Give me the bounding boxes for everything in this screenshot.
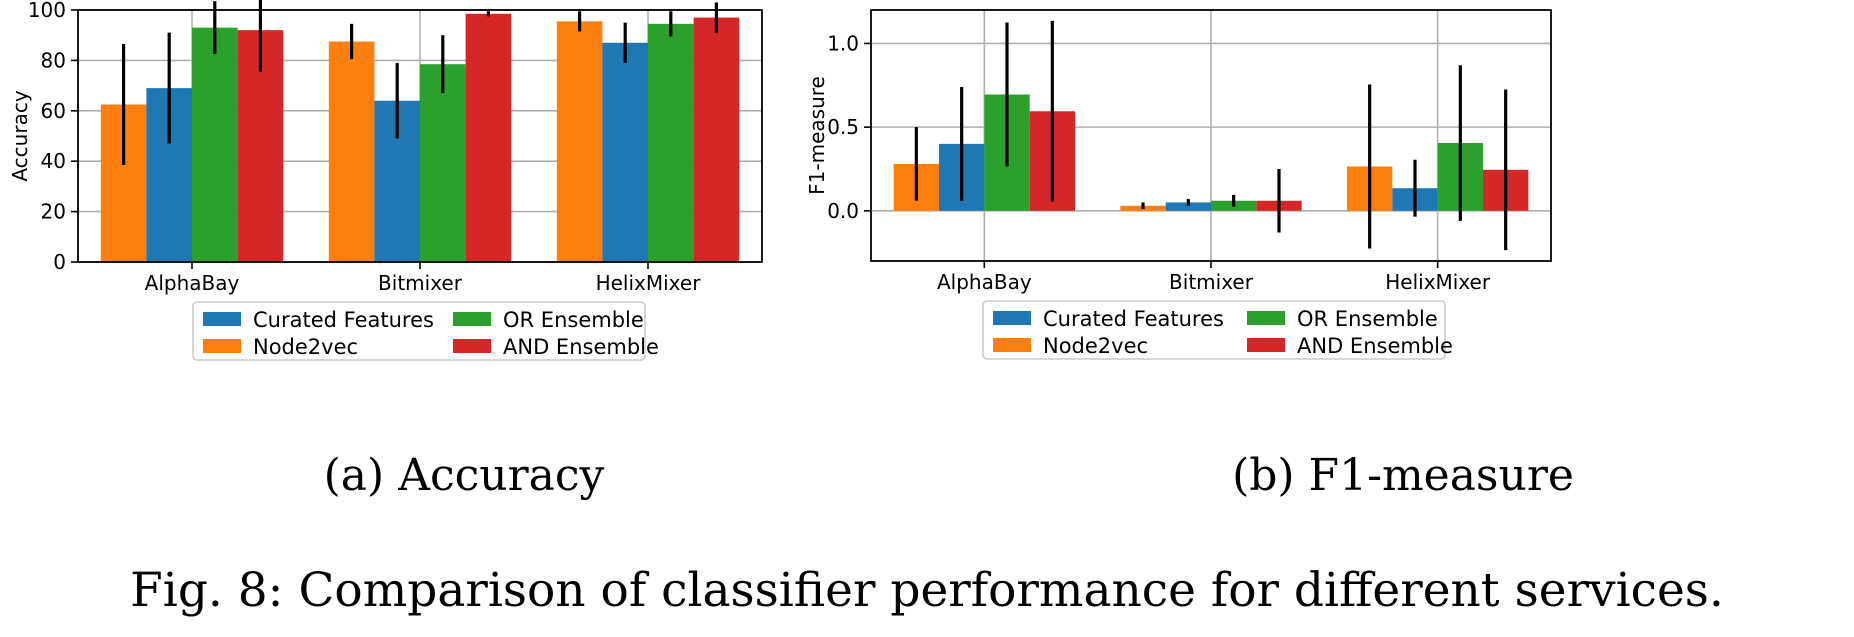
y-axis-label: F1-measure	[805, 76, 829, 195]
x-tick-label: AlphaBay	[145, 271, 240, 295]
legend-box	[982, 300, 1446, 360]
y-tick-label: 80	[41, 48, 66, 72]
y-tick-label: 40	[41, 149, 66, 173]
legend-swatch-curated-features	[203, 312, 241, 326]
x-tick-label: Bitmixer	[378, 271, 463, 295]
bar-node2vec-helixmixer	[556, 21, 603, 263]
bar-curated-features-helixmixer	[602, 42, 648, 263]
legend-label-node2vec: Node2vec	[1043, 334, 1148, 358]
legend-swatch-or-ensemble	[1247, 311, 1285, 325]
bar-node2vec-bitmixer	[328, 41, 375, 262]
legend-swatch-or-ensemble	[453, 312, 491, 326]
bar-or-ensemble-helixmixer	[648, 23, 694, 262]
accuracy-caption: (a) Accuracy	[324, 450, 605, 501]
y-tick-label: 1.0	[827, 31, 859, 55]
legend-label-curated-features: Curated Features	[253, 308, 434, 332]
legend-label-or-ensemble: OR Ensemble	[503, 308, 644, 332]
x-tick-label: HelixMixer	[596, 271, 702, 295]
legend-swatch-and-ensemble	[453, 339, 491, 353]
y-axis-label: Accuracy	[8, 90, 32, 181]
bar-and-ensemble-bitmixer	[465, 13, 512, 263]
legend-label-curated-features: Curated Features	[1043, 307, 1224, 331]
y-tick-label: 0.0	[827, 199, 859, 223]
x-tick-label: HelixMixer	[1385, 270, 1491, 294]
y-tick-label: 0	[53, 250, 66, 274]
bar-or-ensemble-bitmixer	[420, 64, 466, 263]
legend-label-node2vec: Node2vec	[253, 335, 358, 359]
x-tick-label: Bitmixer	[1169, 270, 1254, 294]
f1-measure-chart: 0.0 0.5 1.0 AlphaBay Bitmixer HelixMixer F1-me…	[805, 9, 1552, 360]
bar-and-ensemble-helixmixer	[693, 17, 740, 263]
legend-swatch-node2vec	[993, 338, 1031, 352]
y-tick-label: 0.5	[827, 115, 859, 139]
legend-swatch-and-ensemble	[1247, 338, 1285, 352]
legend-label-or-ensemble: OR Ensemble	[1297, 307, 1438, 331]
legend-label-and-ensemble: AND Ensemble	[1297, 334, 1453, 358]
bar-or-ensemble-alphabay	[192, 27, 238, 262]
legend-box	[192, 301, 646, 361]
figure-caption: Fig. 8: Comparison of classifier perform…	[130, 563, 1724, 618]
accuracy-chart: 0 20 40 60 80 100 AlphaBay Bitmixer HelixMixer Ac…	[8, 0, 763, 361]
bar-curated-features-bitmixer	[1165, 202, 1211, 211]
legend-swatch-curated-features	[993, 311, 1031, 325]
x-tick-label: AlphaBay	[937, 270, 1032, 294]
legend-label-and-ensemble: AND Ensemble	[503, 335, 659, 359]
legend-swatch-node2vec	[203, 339, 241, 353]
y-tick-label: 100	[28, 0, 66, 22]
y-tick-label: 20	[41, 200, 66, 224]
f1-measure-caption: (b) F1-measure	[1232, 450, 1574, 501]
y-tick-label: 60	[41, 99, 66, 123]
